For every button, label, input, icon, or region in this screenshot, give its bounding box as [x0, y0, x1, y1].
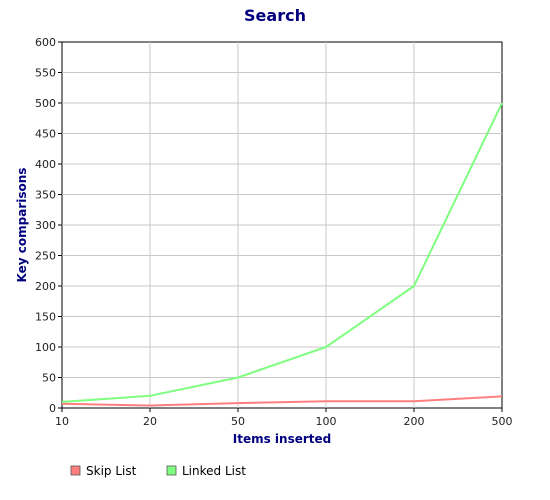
x-tick-label: 500 [492, 415, 513, 428]
chart-title: Search [244, 6, 306, 25]
y-tick-label: 50 [42, 372, 56, 385]
legend-label: Skip List [86, 464, 137, 478]
y-tick-label: 450 [35, 128, 56, 141]
y-tick-label: 250 [35, 250, 56, 263]
legend-swatch [70, 465, 81, 476]
grid [62, 42, 502, 408]
series-lines [61, 102, 503, 407]
y-axis-ticks: 0 50 100 150 200 250 300 350 400 450 500 550 600 [35, 36, 62, 415]
y-tick-label: 200 [35, 280, 56, 293]
y-tick-label: 600 [35, 36, 56, 49]
y-axis-label: Key comparisons [15, 168, 29, 283]
series-line-linked-list [61, 102, 503, 403]
series-line-skip-list [61, 395, 503, 407]
y-tick-label: 300 [35, 219, 56, 232]
x-tick-label: 100 [316, 415, 337, 428]
legend-item: Skip List [70, 464, 137, 478]
y-tick-label: 550 [35, 67, 56, 80]
x-axis-ticks: 10 20 50 100 200 500 [55, 408, 513, 428]
y-tick-label: 0 [49, 402, 56, 415]
y-tick-label: 150 [35, 311, 56, 324]
y-tick-label: 100 [35, 341, 56, 354]
x-axis-label: Items inserted [233, 432, 331, 446]
x-tick-label: 10 [55, 415, 69, 428]
legend-swatch [166, 465, 177, 476]
legend: Skip List Linked List [70, 464, 246, 478]
y-tick-label: 500 [35, 97, 56, 110]
x-tick-label: 20 [143, 415, 157, 428]
y-tick-label: 350 [35, 189, 56, 202]
legend-item: Linked List [166, 464, 246, 478]
x-tick-label: 200 [404, 415, 425, 428]
legend-label: Linked List [182, 464, 246, 478]
x-tick-label: 50 [231, 415, 245, 428]
y-tick-label: 400 [35, 158, 56, 171]
